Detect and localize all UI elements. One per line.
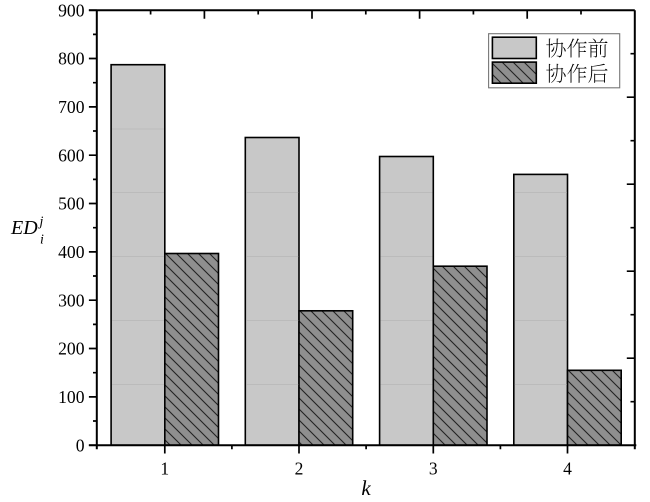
svg-text:1: 1: [160, 459, 169, 479]
svg-text:700: 700: [58, 97, 85, 117]
svg-text:900: 900: [58, 0, 85, 20]
svg-text:4: 4: [563, 459, 572, 479]
svg-text:k: k: [361, 476, 371, 500]
svg-text:200: 200: [58, 339, 85, 359]
svg-text:400: 400: [58, 242, 85, 262]
svg-text:100: 100: [58, 387, 85, 407]
svg-text:j: j: [38, 215, 44, 230]
svg-text:800: 800: [58, 49, 85, 69]
svg-text:i: i: [40, 233, 44, 248]
svg-text:0: 0: [76, 435, 85, 455]
svg-text:3: 3: [429, 459, 438, 479]
svg-text:2: 2: [295, 459, 304, 479]
svg-text:300: 300: [58, 290, 85, 310]
svg-text:600: 600: [58, 145, 85, 165]
svg-text:ED: ED: [10, 217, 38, 239]
svg-text:500: 500: [58, 194, 85, 214]
